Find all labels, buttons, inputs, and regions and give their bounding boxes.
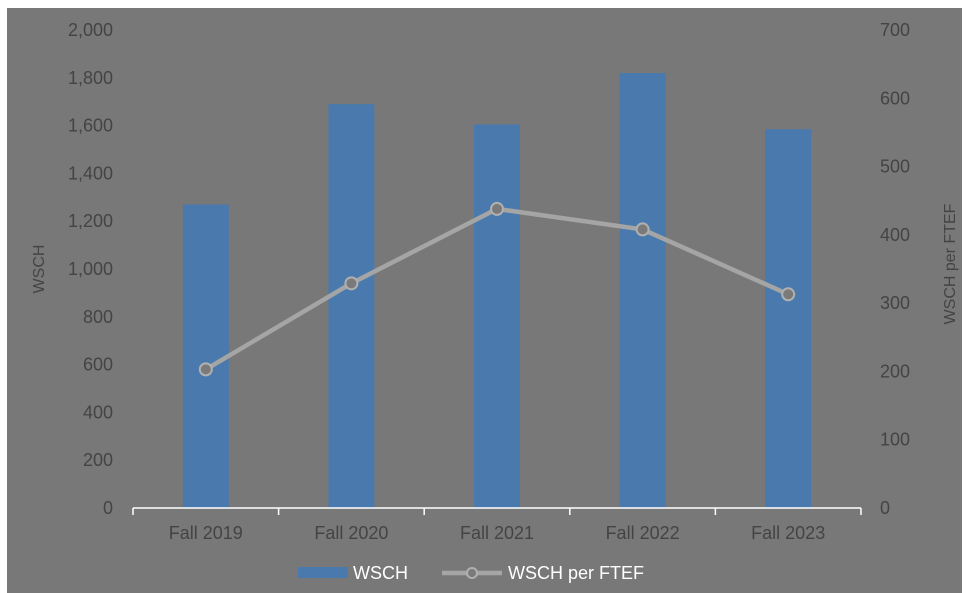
bar-wsch-1 (328, 104, 375, 508)
y-right-tick-label: 200 (880, 361, 910, 381)
point-wsch-per-ftef-2 (490, 201, 504, 216)
bar-wsch-4 (765, 129, 812, 508)
legend-swatch-wsch (298, 567, 348, 578)
x-tick-label: Fall 2021 (460, 523, 534, 543)
y-left-tick-label: 0 (103, 498, 113, 518)
x-tick-label: Fall 2020 (314, 523, 388, 543)
y-left-tick-label: 1,000 (68, 259, 113, 279)
y-left-tick-label: 200 (83, 450, 113, 470)
y-left-tick-label: 800 (83, 307, 113, 327)
point-wsch-per-ftef-4 (781, 287, 796, 302)
y-left-tick-label: 2,000 (68, 20, 113, 40)
legend-label-wsch: WSCH (353, 563, 408, 583)
y-right-axis-title: WSCH per FTEF (942, 203, 959, 324)
y-right-tick-label: 100 (880, 430, 910, 450)
y-left-tick-label: 1,800 (68, 68, 113, 88)
bar-wsch-3 (619, 73, 666, 509)
y-left-tick-label: 1,200 (68, 211, 113, 231)
y-left-axis-title: WSCH (31, 245, 48, 294)
y-right-tick-label: 600 (880, 88, 910, 108)
y-left-tick-label: 1,600 (68, 116, 113, 136)
y-right-tick-label: 300 (880, 293, 910, 313)
legend-label-wsch-per-ftef: WSCH per FTEF (508, 563, 644, 583)
bar-wsch-0 (182, 204, 229, 508)
y-right-tick-label: 400 (880, 225, 910, 245)
y-right-tick-label: 500 (880, 157, 910, 177)
x-tick-label: Fall 2019 (169, 523, 243, 543)
y-left-tick-label: 600 (83, 355, 113, 375)
y-right-tick-label: 700 (880, 20, 910, 40)
x-tick-label: Fall 2023 (751, 523, 825, 543)
legend-swatch-marker (466, 567, 478, 579)
point-wsch-per-ftef-1 (344, 276, 359, 291)
y-right-tick-label: 0 (880, 498, 890, 518)
x-tick-label: Fall 2022 (606, 523, 680, 543)
point-wsch-per-ftef-0 (198, 362, 213, 377)
y-left-tick-label: 1,400 (68, 163, 113, 183)
bar-wsch-2 (474, 124, 520, 508)
y-left-tick-label: 400 (83, 402, 113, 422)
point-wsch-per-ftef-3 (635, 222, 650, 237)
